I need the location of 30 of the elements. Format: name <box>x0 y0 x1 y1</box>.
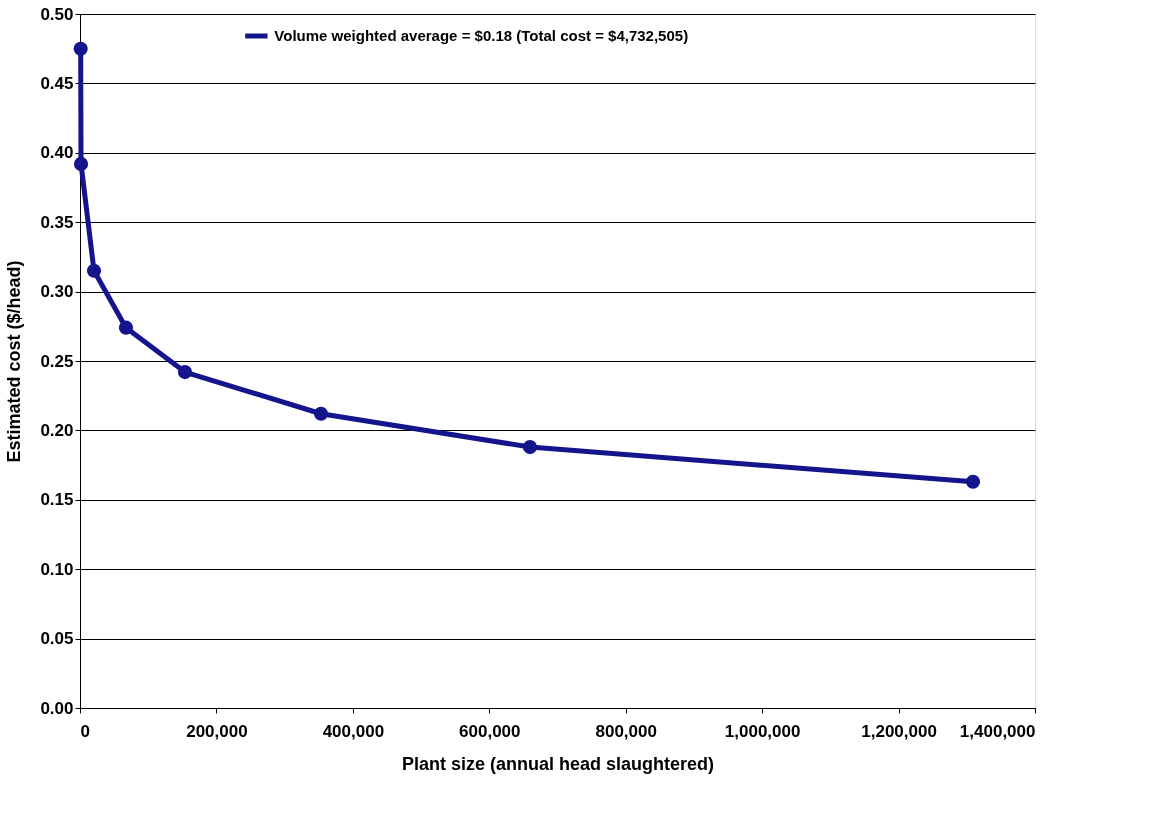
y-tick-label: 0.05 <box>40 629 74 649</box>
legend-label: Volume weighted average = $0.18 (Total cost = $4,732,505) <box>274 27 689 44</box>
x-tick-label: 0 <box>80 721 90 741</box>
y-tick-label: 0.25 <box>40 351 74 371</box>
y-axis-title: Estimated cost ($/head) <box>4 260 25 463</box>
y-tick-label: 0.40 <box>40 143 74 163</box>
x-tick-label: 800,000 <box>595 721 657 741</box>
point <box>118 320 134 335</box>
x-tick-label: 400,000 <box>322 721 385 741</box>
y-tick-label: 0.50 <box>40 4 74 24</box>
y-tick-label: 0.15 <box>40 490 74 510</box>
y-tick-label: 0.20 <box>40 420 74 440</box>
point <box>965 474 981 489</box>
point <box>86 263 102 278</box>
x-tick-label: 1,400,000 <box>959 721 1036 741</box>
y-tick-label: 0.10 <box>40 559 74 579</box>
point <box>73 41 88 56</box>
point <box>177 365 193 380</box>
point <box>73 156 89 171</box>
point <box>522 440 538 455</box>
x-tick-label: 1,000,000 <box>724 721 801 741</box>
y-tick-label: 0.30 <box>40 282 74 302</box>
y-tick-label: 0.35 <box>40 212 74 232</box>
y-tick-label: 0.00 <box>40 698 74 718</box>
x-tick-label: 600,000 <box>459 721 521 741</box>
x-tick-label: 1,200,000 <box>861 721 937 741</box>
x-tick-label: 200,000 <box>186 721 248 741</box>
y-tick-label: 0.45 <box>40 73 74 93</box>
x-axis-title: Plant size (annual head slaughtered) <box>401 753 715 774</box>
point <box>313 406 329 421</box>
